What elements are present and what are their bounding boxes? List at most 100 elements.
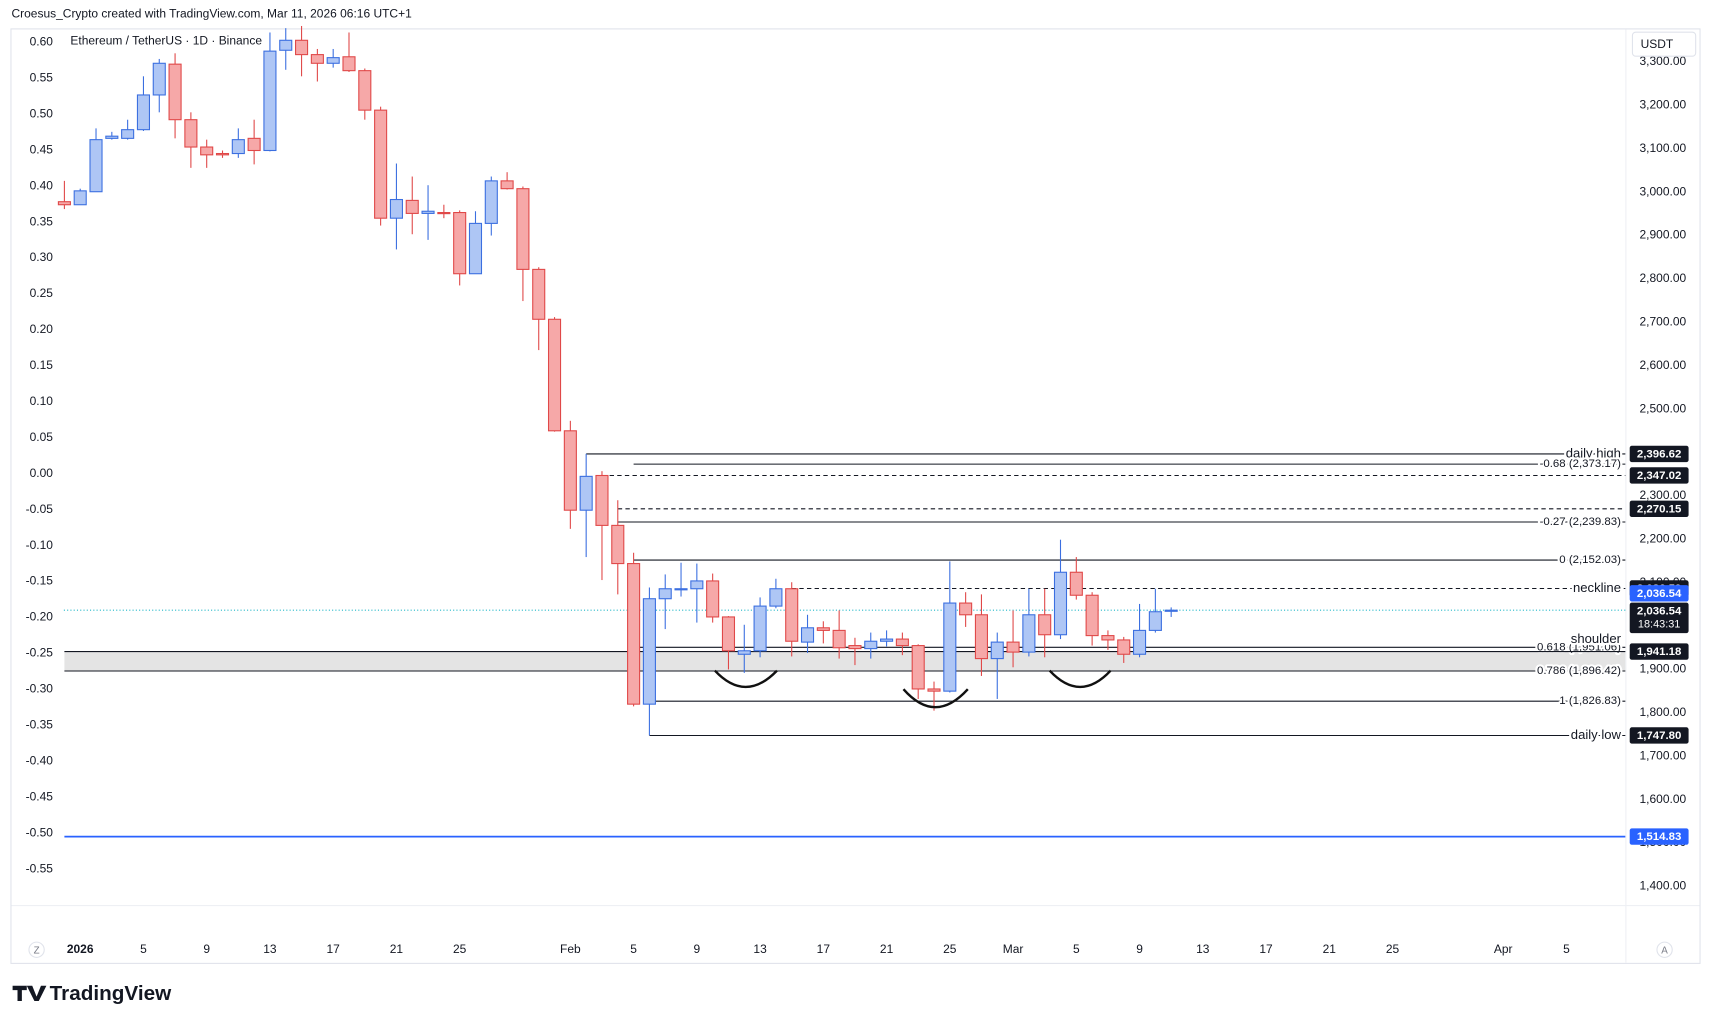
- left-shoulder-arc: [713, 669, 778, 688]
- candle-body: [658, 588, 672, 600]
- y-tick-label: 2,600.00: [1640, 358, 1687, 372]
- candle-body: [516, 188, 530, 270]
- candle-body: [880, 638, 894, 642]
- y-tick-label: 1,400.00: [1640, 879, 1687, 893]
- y-tick-label: 2,900.00: [1640, 228, 1687, 242]
- candle-body: [895, 638, 909, 647]
- candle-body: [136, 94, 151, 131]
- candle-body: [848, 645, 862, 650]
- x-tick-label: 17: [327, 942, 341, 956]
- scale-button[interactable]: [1656, 941, 1673, 958]
- x-tick-label: 9: [694, 942, 701, 956]
- price-tag-text: 1,747.80: [1637, 730, 1682, 742]
- level-text: shoulder: [1571, 631, 1622, 646]
- x-tick-label: 5: [1073, 942, 1080, 956]
- level-text: daily low: [1571, 727, 1622, 742]
- head-arc: [902, 688, 969, 709]
- candle-body: [215, 152, 230, 156]
- candle-body: [642, 598, 656, 705]
- y2-tick-label: -0.55: [26, 861, 54, 875]
- x-tick-label: 13: [753, 942, 767, 956]
- candle-body: [231, 139, 245, 155]
- y2-tick-label: 0.50: [30, 106, 54, 120]
- candle-body: [105, 135, 119, 139]
- y2-tick-label: -0.30: [26, 682, 54, 696]
- y2-tick-label: 0.60: [30, 35, 54, 49]
- candle-body: [200, 146, 214, 156]
- symbol-price-tag-text: 2,036.54: [1637, 588, 1682, 600]
- candle-body: [785, 588, 799, 642]
- candle-body: [611, 524, 625, 565]
- candle-body: [1053, 571, 1068, 636]
- candle-body: [990, 641, 1004, 660]
- candle-body: [263, 50, 277, 152]
- candle-body: [184, 119, 198, 148]
- last-price-tag: [1629, 602, 1689, 634]
- level-text: -0.68 (2,373.17): [1540, 458, 1622, 470]
- candle-body: [690, 580, 704, 590]
- symbol-price-tag: [1629, 585, 1689, 602]
- y2-tick-label: 0.35: [30, 214, 54, 228]
- candle-body: [1133, 629, 1147, 655]
- y2-tick-label: 0.45: [30, 142, 54, 156]
- y-tick-label: 1,600.00: [1640, 792, 1687, 806]
- candle-body: [326, 57, 340, 64]
- y2-tick-label: 0.10: [30, 394, 54, 408]
- currency-button[interactable]: [1631, 31, 1697, 57]
- candle-body: [627, 563, 641, 705]
- candle-body: [437, 212, 451, 215]
- y2-tick-label: 0.05: [30, 430, 54, 444]
- candle-body: [247, 137, 261, 152]
- level-text: daily high: [1566, 445, 1621, 460]
- scale-button-label: Z: [34, 945, 40, 956]
- y2-tick-label: -0.50: [26, 825, 54, 839]
- countdown-text: 18:43:31: [1638, 618, 1680, 630]
- y2-tick-label: -0.15: [26, 574, 54, 588]
- candle-body: [121, 129, 135, 139]
- x-tick-label: 21: [390, 942, 404, 956]
- price-tag-text: 1,941.18: [1637, 646, 1682, 658]
- candle-body: [1006, 641, 1020, 653]
- y2-tick-label: 0.25: [30, 286, 54, 300]
- price-tag-text: 2,270.15: [1637, 503, 1682, 515]
- x-tick-label: 25: [453, 942, 467, 956]
- x-tick-label: 17: [817, 942, 831, 956]
- brand-logo: [12, 985, 47, 1002]
- y2-tick-label: -0.05: [26, 502, 54, 516]
- candle-body: [706, 580, 720, 618]
- price-tag: [1629, 643, 1689, 660]
- candle-body: [1101, 635, 1115, 641]
- y2-tick-label: -0.40: [26, 753, 54, 767]
- symbol-title: Ethereum / TetherUS · 1D · Binance: [70, 34, 262, 48]
- level-text: 0 (2,152.03): [1559, 554, 1621, 566]
- level-text: 0.786 (1,896.42): [1537, 665, 1621, 677]
- y-tick-label: 2,500.00: [1640, 401, 1687, 415]
- brand-name: TradingView: [50, 982, 172, 1005]
- y-tick-label: 2,800.00: [1640, 271, 1687, 285]
- x-tick-label: 13: [1196, 942, 1210, 956]
- scale-button[interactable]: [28, 941, 45, 958]
- candle-body: [374, 109, 388, 219]
- right-shoulder-arc: [1048, 669, 1112, 688]
- pattern-arcs: [713, 669, 1112, 709]
- y-tick-label: 2,700.00: [1640, 314, 1687, 328]
- y2-tick-label: -0.10: [26, 538, 54, 552]
- candle-body: [1117, 639, 1131, 655]
- candle-body: [405, 199, 419, 214]
- candle-body: [816, 627, 830, 631]
- y2-tick-label: 0.30: [30, 250, 54, 264]
- candle-body: [342, 56, 356, 72]
- y-tick-label: 1,700.00: [1640, 748, 1687, 762]
- level-text: -0.27 (2,239.83): [1540, 516, 1622, 528]
- candle-body: [563, 430, 577, 511]
- candle-body: [1164, 609, 1178, 612]
- candle-body: [547, 318, 562, 432]
- y2-tick-label: -0.25: [26, 646, 54, 660]
- x-tick-label: 2026: [67, 942, 94, 956]
- candle-body: [943, 602, 957, 692]
- y-tick-label: 2,300.00: [1640, 488, 1687, 502]
- candle-body: [927, 688, 941, 692]
- x-tick-label: 25: [943, 942, 957, 956]
- x-tick-label: 17: [1259, 942, 1273, 956]
- y-tick-label: 3,300.00: [1640, 54, 1687, 68]
